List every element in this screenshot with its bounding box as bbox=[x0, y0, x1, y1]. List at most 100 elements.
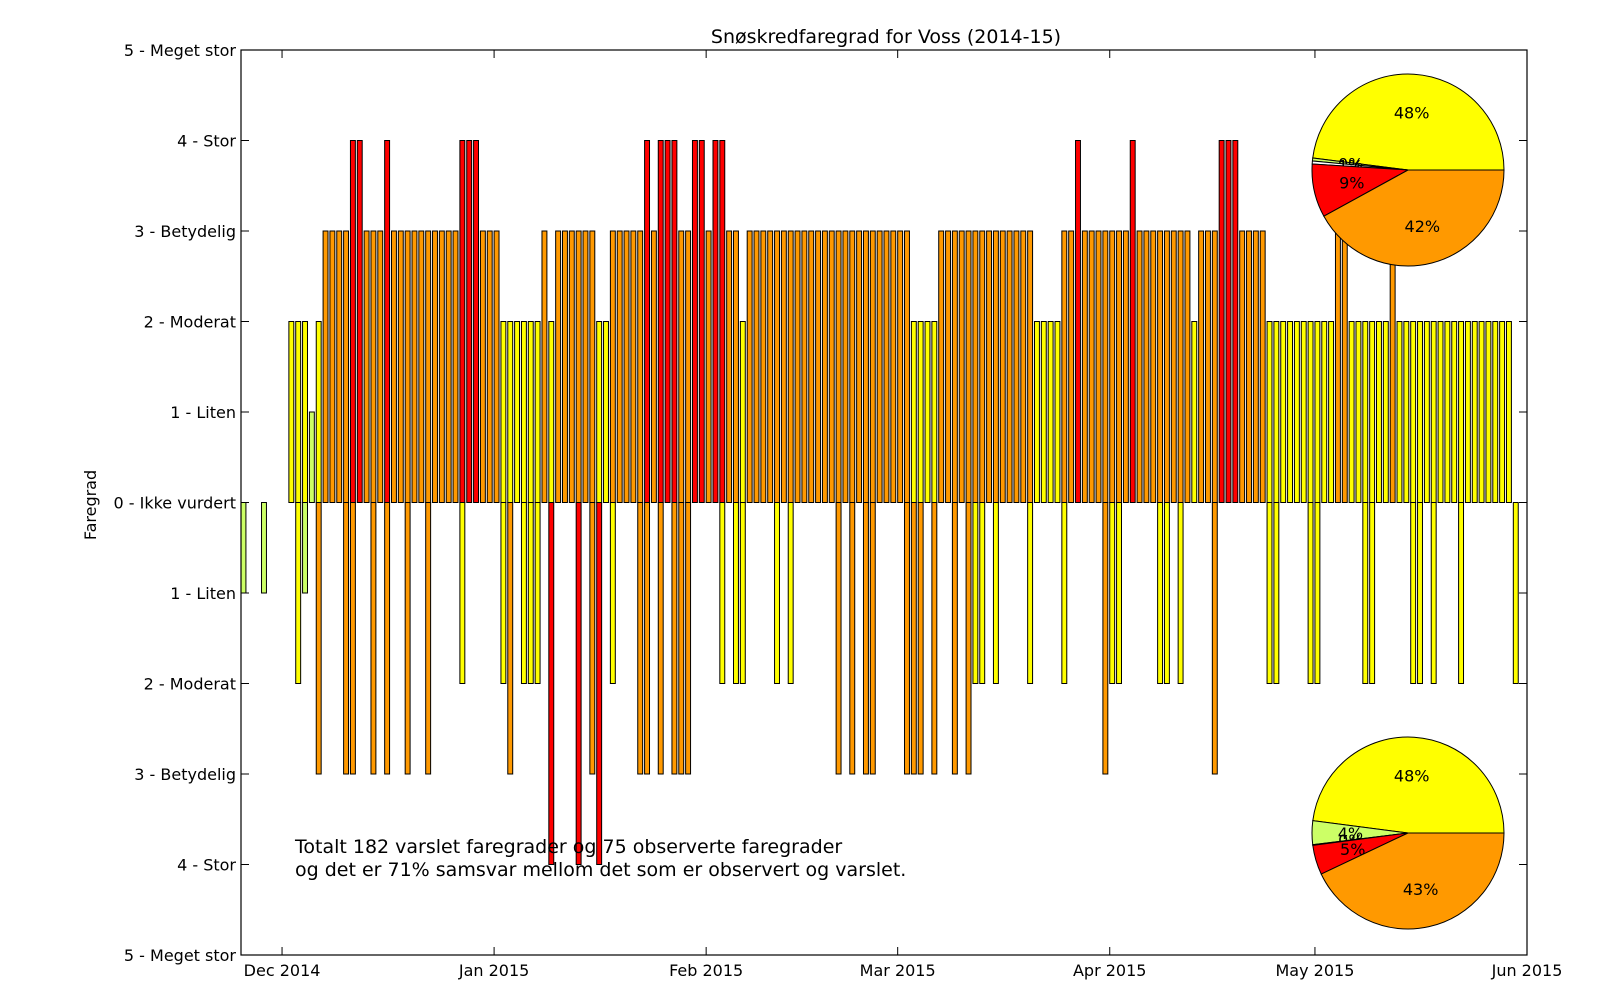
forecast-bar bbox=[1068, 230, 1075, 503]
forecast-bar bbox=[609, 230, 616, 503]
forecast-bar bbox=[1020, 230, 1027, 503]
forecast-bar bbox=[1464, 321, 1471, 503]
forecast-bar bbox=[685, 230, 692, 503]
forecast-bar bbox=[466, 140, 473, 503]
forecast-bar bbox=[1075, 140, 1081, 503]
observed-bar bbox=[992, 502, 999, 684]
forecast-bar bbox=[945, 230, 951, 503]
forecast-bar bbox=[849, 230, 856, 503]
observed-bar bbox=[1458, 502, 1465, 684]
forecast-bar bbox=[986, 230, 993, 503]
observed-bar bbox=[1177, 502, 1184, 684]
observed-bar bbox=[917, 502, 924, 775]
summary-line-2: og det er 71% samsvar mellom det som er … bbox=[295, 859, 906, 881]
forecast-bar bbox=[965, 230, 972, 503]
forecast-pie-chart: 48%0%1%9%42% bbox=[1311, 73, 1505, 267]
forecast-bar bbox=[1389, 230, 1396, 503]
forecast-bar bbox=[1177, 230, 1184, 503]
observed-bar bbox=[349, 502, 356, 775]
forecast-bar bbox=[992, 230, 999, 503]
forecast-bar bbox=[1013, 230, 1020, 503]
forecast-bar bbox=[801, 230, 808, 503]
y-tick-label: 1 - Liten bbox=[170, 584, 236, 603]
forecast-bar bbox=[1033, 321, 1040, 503]
y-tick-label: 5 - Meget stor bbox=[124, 41, 237, 60]
forecast-bar bbox=[459, 140, 466, 503]
observed-bar bbox=[869, 502, 876, 775]
observed-bar bbox=[910, 502, 917, 775]
forecast-bar bbox=[705, 230, 712, 503]
observed-bar bbox=[315, 502, 322, 775]
pie-slice-label: 48% bbox=[1394, 104, 1430, 123]
observed-bar bbox=[1369, 502, 1376, 684]
forecast-bar bbox=[555, 230, 562, 503]
forecast-bar bbox=[931, 321, 938, 503]
observed-bar bbox=[459, 502, 466, 684]
forecast-bar bbox=[630, 230, 637, 503]
forecast-bar bbox=[575, 230, 582, 503]
forecast-bar bbox=[315, 321, 322, 503]
x-tick-label: Jan 2015 bbox=[458, 961, 529, 980]
forecast-bar bbox=[1122, 230, 1129, 503]
forecast-bar bbox=[979, 230, 986, 503]
forecast-bar bbox=[370, 230, 377, 503]
forecast-bar bbox=[698, 140, 705, 503]
observed-bar bbox=[739, 502, 746, 684]
forecast-bar bbox=[876, 230, 883, 503]
forecast-bar bbox=[1157, 230, 1164, 503]
observed-bar bbox=[1027, 502, 1034, 684]
forecast-bar bbox=[603, 321, 609, 503]
forecast-bar bbox=[411, 230, 418, 503]
forecast-bar bbox=[733, 230, 739, 503]
observed-bar bbox=[240, 502, 247, 594]
forecast-bar bbox=[1191, 321, 1198, 503]
forecast-bar bbox=[1027, 230, 1034, 503]
observed-bar bbox=[261, 502, 267, 594]
forecast-bar bbox=[1314, 321, 1321, 503]
forecast-bar bbox=[1403, 321, 1410, 503]
pie-slice-label: 42% bbox=[1405, 217, 1441, 236]
observed-bar bbox=[609, 502, 616, 684]
x-axis-ticks: Dec 2014 Jan 2015 Feb 2015 Mar 2015 Apr 2015… bbox=[244, 50, 1562, 980]
forecast-bar bbox=[473, 140, 479, 503]
forecast-bar bbox=[842, 230, 849, 503]
forecast-bar bbox=[1095, 230, 1102, 503]
forecast-bar bbox=[883, 230, 890, 503]
forecast-bar bbox=[1492, 321, 1499, 503]
forecast-bar bbox=[657, 140, 664, 503]
forecast-bar bbox=[1184, 230, 1191, 503]
x-tick-label: Apr 2015 bbox=[1073, 961, 1146, 980]
observed-bar bbox=[1512, 502, 1519, 684]
observed-bar bbox=[849, 502, 856, 775]
forecast-bar bbox=[664, 140, 671, 503]
forecast-bar bbox=[452, 230, 459, 503]
x-tick-label: Dec 2014 bbox=[244, 961, 321, 980]
forecast-bar bbox=[500, 321, 507, 503]
forecast-bar bbox=[1150, 230, 1157, 503]
observed-bar bbox=[972, 502, 979, 684]
forecast-bar bbox=[1287, 321, 1294, 503]
forecast-bar bbox=[951, 230, 958, 503]
forecast-bar bbox=[384, 140, 391, 503]
pie-slice bbox=[1323, 169, 1505, 267]
forecast-bar bbox=[1259, 230, 1266, 503]
forecast-bar bbox=[1423, 321, 1430, 503]
observed-bar bbox=[1417, 502, 1423, 684]
forecast-bar bbox=[678, 230, 685, 503]
forecast-bar bbox=[445, 230, 452, 503]
forecast-bar bbox=[856, 230, 863, 503]
forecast-bar bbox=[644, 140, 651, 503]
forecast-bar bbox=[760, 230, 767, 503]
forecast-bar bbox=[1505, 321, 1512, 503]
forecast-bar bbox=[1273, 321, 1280, 503]
y-tick-label: 0 - Ikke vurdert bbox=[114, 494, 237, 513]
forecast-bar bbox=[637, 230, 644, 503]
forecast-bar bbox=[1205, 230, 1211, 503]
observed-bars bbox=[240, 502, 1519, 865]
observed-bar bbox=[1102, 502, 1109, 775]
forecast-bar bbox=[1136, 230, 1143, 503]
forecast-bar bbox=[568, 230, 575, 503]
observed-pie-chart: 48%4%0%5%43% bbox=[1311, 736, 1505, 930]
forecast-bar bbox=[691, 140, 698, 503]
forecast-bar bbox=[753, 230, 760, 503]
